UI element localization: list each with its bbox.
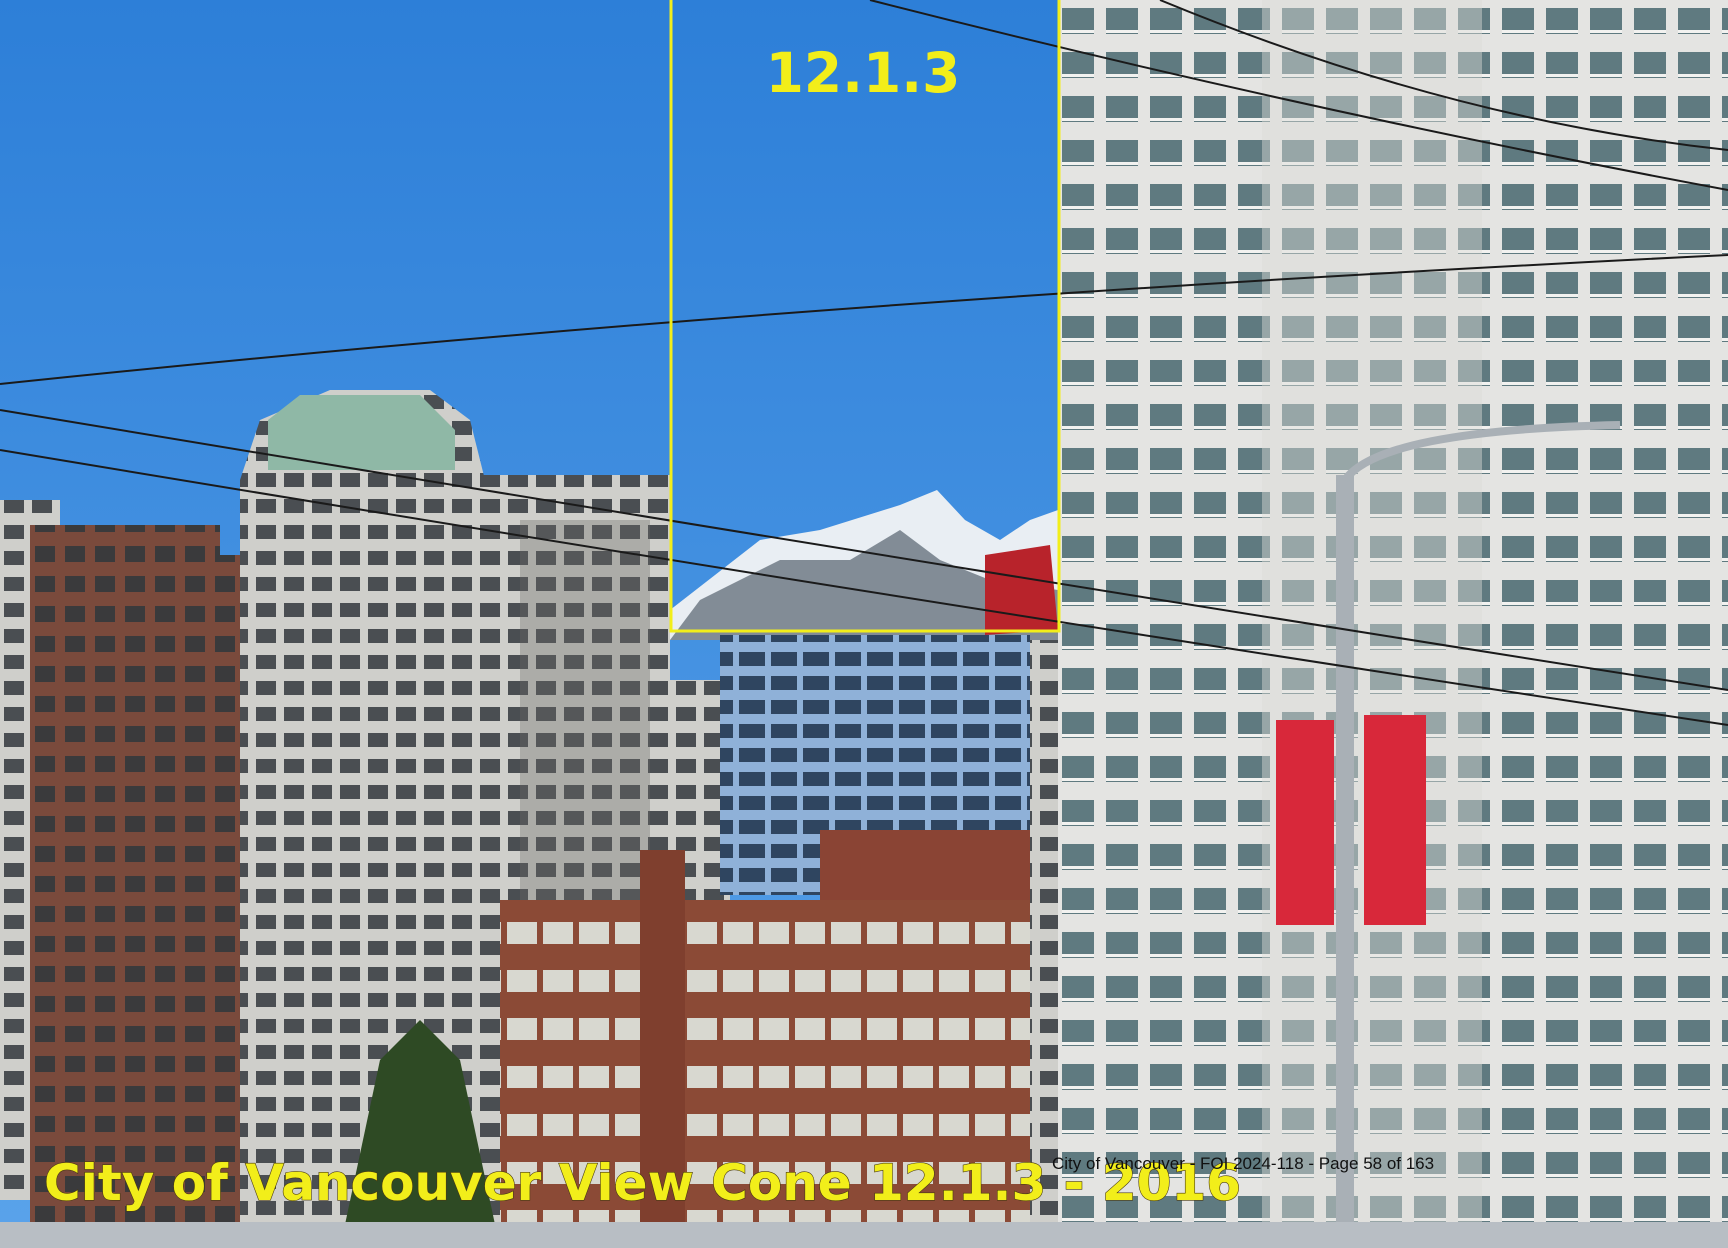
footer: City of Vancouver - FOI 2024-118 - Page …: [1052, 1154, 1434, 1173]
banner: [1276, 720, 1334, 925]
railing: [0, 1222, 1728, 1248]
scene: [0, 0, 1728, 1248]
view-label: 12.1.3: [766, 41, 961, 105]
balconies: [1262, 0, 1482, 1248]
page: 12.1.3 City of Vancouver View Cone 12.1.…: [0, 0, 1728, 1248]
lamp-post: [1336, 475, 1354, 1248]
banner: [1364, 715, 1426, 925]
photo: 12.1.3 City of Vancouver View Cone 12.1.…: [0, 0, 1728, 1248]
red-roof: [985, 545, 1058, 635]
